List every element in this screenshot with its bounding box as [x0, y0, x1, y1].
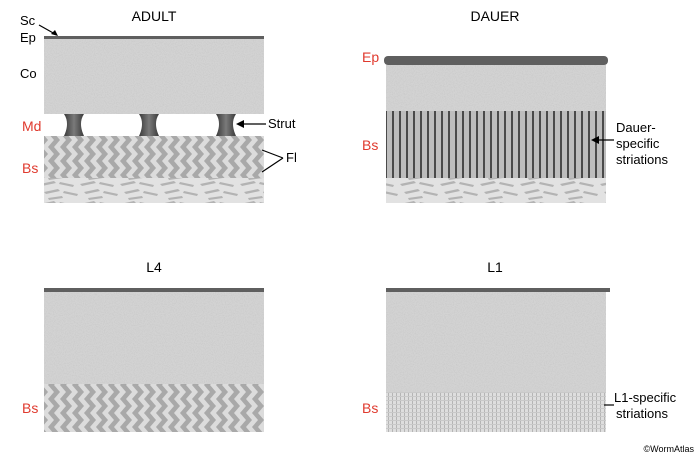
adult-basal-fibers [44, 136, 264, 178]
sc-arrowhead [51, 30, 58, 36]
l1-title: L1 [487, 259, 503, 275]
dauer-title: DAUER [470, 8, 519, 24]
sc-arrow-line [38, 24, 56, 35]
label-bs: Bs [22, 160, 38, 176]
label-l1-striations-line1: L1-specific [614, 390, 677, 405]
adult-strut [64, 114, 84, 136]
dauer-striated-layer [386, 111, 606, 178]
strut-arrowhead [236, 120, 244, 128]
adult-strut [216, 114, 236, 136]
l1-cortical-texture [386, 292, 606, 392]
l1-striated-layer [386, 392, 606, 432]
label-ep: Ep [20, 30, 36, 45]
label-fl: Fl [286, 150, 297, 165]
label-ep: Ep [362, 49, 379, 65]
l4-epicuticle [44, 288, 264, 292]
striations-arrowhead [591, 136, 599, 144]
adult-cortical-texture [44, 39, 264, 114]
l4-panel: L4 Bs [22, 259, 264, 432]
credit-text: ©WormAtlas [644, 444, 695, 454]
l4-basal-fibers [44, 384, 264, 432]
fl-bracket [261, 149, 284, 173]
label-sc: Sc [20, 13, 36, 28]
label-md: Md [22, 118, 41, 134]
adult-panel: ADULT Sc Ep Co Md Bs Strut Fl [20, 8, 297, 203]
label-striations-line3: striations [616, 152, 669, 167]
label-bs: Bs [362, 137, 378, 153]
dauer-basal-streaks [386, 178, 606, 203]
label-co: Co [20, 66, 37, 81]
l1-panel: L1 Bs L1-specific striations [362, 259, 677, 432]
adult-basal-streaks [44, 178, 264, 203]
l4-title: L4 [146, 259, 162, 275]
label-l1-striations-line2: striations [616, 406, 669, 421]
label-strut: Strut [268, 116, 296, 131]
adult-strut [139, 114, 159, 136]
dauer-cortical-texture [386, 65, 606, 111]
label-bs: Bs [362, 400, 378, 416]
l1-epicuticle [386, 288, 610, 292]
label-bs: Bs [22, 400, 38, 416]
label-striations-line2: specific [616, 136, 660, 151]
label-striations-line1: Dauer- [616, 120, 656, 135]
adult-epicuticle [44, 36, 264, 39]
dauer-epicuticle [384, 56, 608, 65]
adult-title: ADULT [132, 8, 177, 24]
dauer-panel: DAUER Ep Bs Dauer- specific striations [362, 8, 669, 203]
l4-cortical-texture [44, 292, 264, 384]
